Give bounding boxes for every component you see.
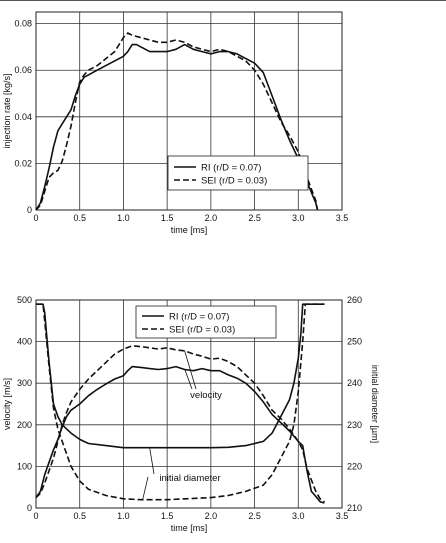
chart2-annotation-leader <box>184 368 193 390</box>
chart1-y-tick-label: 0.06 <box>14 65 32 75</box>
chart1-y-tick-label: 0.04 <box>14 112 32 122</box>
chart2-legend-box <box>135 305 277 339</box>
chart2-x-tick-label: 3.0 <box>292 511 305 521</box>
chart1-x-tick-label: 3.0 <box>292 213 305 223</box>
chart2-annotation-leader <box>149 447 155 475</box>
chart1-x-tick-label: 2.0 <box>205 213 218 223</box>
chart2-y-tick-label: 300 <box>17 378 32 388</box>
chart1-x-tick-label: 2.5 <box>248 213 261 223</box>
chart1-x-axis-label: time [ms] <box>171 225 208 235</box>
chart2-annotation-leader <box>184 350 197 390</box>
chart1-y-tick-label: 0 <box>27 205 32 215</box>
chart1-y-tick-label: 0.02 <box>14 158 32 168</box>
chart1-legend-label: SEI (r/D = 0.03) <box>201 176 267 187</box>
chart2-series-velocity-sei-line <box>35 345 325 503</box>
chart2-y2-tick-label: 220 <box>347 461 362 471</box>
chart2-y-tick-label: 0 <box>27 503 32 513</box>
chart2-y-axis-label: velocity [m/s] <box>2 378 12 430</box>
chart2-y2-axis-label: initial diameter [µm] <box>370 365 380 443</box>
chart2-annotation-initial-diameter: initial diameter <box>159 473 220 484</box>
chart2-legend-label: SEI (r/D = 0.03) <box>169 325 235 336</box>
chart1-series-ri-line <box>35 43 319 211</box>
chart2-y2-tick-label: 260 <box>347 295 362 305</box>
chart2-x-tick-label: 2.5 <box>248 511 261 521</box>
chart2-x-axis-label: time [ms] <box>171 523 208 533</box>
chart1-frame <box>35 11 343 211</box>
chart1-x-tick-label: 0.5 <box>73 213 86 223</box>
chart2-annotation-leader <box>142 476 149 500</box>
chart1-y-tick-label: 0.08 <box>14 19 32 29</box>
chart2-legend-label: RI (r/D = 0.07) <box>169 312 229 323</box>
chart2-y-tick-label: 500 <box>17 295 32 305</box>
chart2-y2-tick-label: 240 <box>347 378 362 388</box>
chart1-x-tick-label: 3.5 <box>336 213 349 223</box>
chart2-x-tick-label: 1.5 <box>161 511 174 521</box>
chart2-y-tick-label: 100 <box>17 461 32 471</box>
chart2-x-tick-label: 0.5 <box>73 511 86 521</box>
chart1-x-tick-label: 1.0 <box>117 213 130 223</box>
chart1-x-tick-label: 0 <box>33 213 38 223</box>
chart2-x-tick-label: 0 <box>33 511 38 521</box>
chart1-legend-box <box>167 155 309 191</box>
chart2-y2-tick-label: 210 <box>347 503 362 513</box>
chart2-y2-tick-label: 250 <box>347 337 362 347</box>
chart2-x-tick-label: 2.0 <box>205 511 218 521</box>
chart2-series-initial-diameter-ri-line <box>36 303 325 449</box>
chart1-series-sei-line <box>35 32 319 211</box>
chart1-x-tick-label: 1.5 <box>161 213 174 223</box>
chart2-y-tick-label: 200 <box>17 420 32 430</box>
chart2-x-tick-label: 3.5 <box>336 511 349 521</box>
chart2-series-initial-diameter-sei-line <box>36 303 325 501</box>
chart2-y2-tick-label: 230 <box>347 420 362 430</box>
top-rule <box>0 0 446 1</box>
chart2-annotation-velocity: velocity <box>190 390 222 401</box>
chart2-x-tick-label: 1.0 <box>117 511 130 521</box>
chart2-series-velocity-ri-line <box>35 365 325 504</box>
chart2-frame <box>35 299 343 509</box>
chart1-legend-label: RI (r/D = 0.07) <box>201 163 261 174</box>
chart2-y-tick-label: 400 <box>17 337 32 347</box>
chart1-y-axis-label: injection rate [kg/s] <box>2 73 12 148</box>
